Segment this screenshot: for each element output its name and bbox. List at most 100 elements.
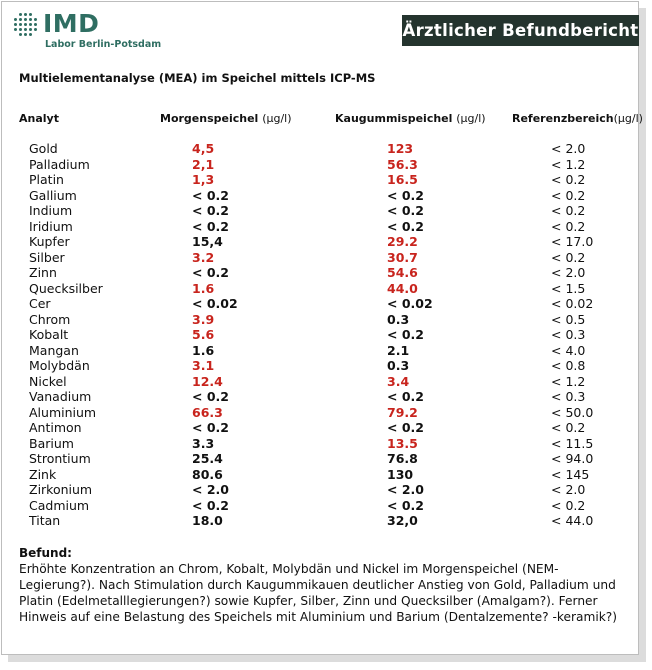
logo-subtitle: Labor Berlin-Potsdam: [45, 39, 162, 50]
cell-analyt: Barium: [29, 435, 74, 451]
cell-kaugummispeichel: < 0.2: [387, 218, 424, 234]
cell-analyt: Mangan: [29, 342, 79, 358]
cell-referenzbereich: < 50.0: [551, 404, 594, 420]
cell-analyt: Platin: [29, 172, 64, 187]
cell-referenzbereich: < 0.2: [551, 187, 586, 203]
cell-referenzbereich: < 94.0: [551, 451, 594, 466]
table-row: Silber 3.2 30.7 < 0.2: [2, 250, 642, 266]
logo-dot: [34, 18, 37, 21]
cell-kaugummispeichel: < 0.2: [387, 327, 424, 342]
column-header-ref-unit: (µg/l): [613, 112, 643, 125]
table-row: Mangan 1.6 2.1 < 4.0: [2, 343, 642, 359]
cell-kaugummispeichel: 2.1: [387, 342, 410, 358]
cell-morgenspeichel: < 0.2: [192, 497, 229, 513]
cell-morgenspeichel: 18.0: [192, 513, 223, 528]
cell-referenzbereich: < 0.02: [551, 296, 594, 311]
cell-referenzbereich: < 4.0: [551, 342, 586, 358]
cell-analyt: Nickel: [29, 373, 67, 389]
cell-morgenspeichel: 12.4: [192, 373, 223, 389]
cell-morgenspeichel: < 0.2: [192, 389, 229, 404]
cell-referenzbereich: < 0.2: [551, 218, 586, 234]
table-row: Quecksilber 1.6 44.0 < 1.5: [2, 281, 642, 297]
logo-dot: [24, 18, 27, 21]
cell-referenzbereich: < 11.5: [551, 435, 594, 451]
cell-morgenspeichel: < 0.2: [192, 420, 229, 435]
table-row: Zirkonium < 2.0 < 2.0 < 2.0: [2, 482, 642, 498]
logo-dot: [24, 33, 27, 36]
logo-dot: [24, 23, 27, 26]
page-shadow-bottom: [8, 655, 646, 662]
cell-referenzbereich: < 0.3: [551, 327, 586, 342]
cell-kaugummispeichel: 56.3: [387, 156, 418, 172]
cell-morgenspeichel: < 0.2: [192, 218, 229, 234]
cell-kaugummispeichel: 30.7: [387, 249, 418, 265]
cell-referenzbereich: < 0.2: [551, 172, 586, 187]
cell-morgenspeichel: 15,4: [192, 234, 223, 249]
cell-morgenspeichel: < 0.02: [192, 296, 238, 311]
cell-referenzbereich: < 0.5: [551, 311, 586, 327]
cell-analyt: Molybdän: [29, 358, 90, 373]
results-table: Gold 4,5 123 < 2.0 Palladium 2,1 56.3 < 1.2 Plat…: [2, 141, 642, 529]
cell-analyt: Strontium: [29, 451, 91, 466]
cell-morgenspeichel: < 0.2: [192, 187, 229, 203]
logo-dot: [19, 33, 22, 36]
cell-morgenspeichel: 2,1: [192, 156, 215, 172]
table-row: Iridium < 0.2 < 0.2 < 0.2: [2, 219, 642, 235]
logo-dot: [19, 13, 22, 16]
cell-referenzbereich: < 0.8: [551, 358, 586, 373]
column-header-referenzbereich: Referenzbereich(µg/l): [512, 112, 643, 125]
cell-morgenspeichel: 5.6: [192, 327, 215, 342]
cell-referenzbereich: < 0.3: [551, 389, 586, 404]
logo-dot: [19, 18, 22, 21]
cell-kaugummispeichel: 32,0: [387, 513, 418, 528]
cell-kaugummispeichel: 76.8: [387, 451, 418, 466]
cell-referenzbereich: < 0.2: [551, 497, 586, 513]
cell-kaugummispeichel: < 2.0: [387, 482, 424, 497]
logo-dot: [29, 13, 32, 16]
page-shadow-right: [639, 8, 646, 661]
column-header-kaugummi-unit: (µg/l): [456, 112, 486, 125]
cell-analyt: Cer: [29, 296, 51, 311]
cell-referenzbereich: < 0.2: [551, 203, 586, 218]
cell-kaugummispeichel: 3.4: [387, 373, 410, 389]
befund-text: Erhöhte Konzentration an Chrom, Kobalt, …: [19, 562, 618, 624]
cell-referenzbereich: < 0.2: [551, 420, 586, 435]
cell-analyt: Quecksilber: [29, 280, 103, 296]
table-row: Chrom 3.9 0.3 < 0.5: [2, 312, 642, 328]
cell-analyt: Cadmium: [29, 497, 90, 513]
cell-analyt: Aluminium: [29, 404, 97, 420]
cell-morgenspeichel: 1.6: [192, 280, 215, 296]
table-row: Zinn < 0.2 54.6 < 2.0: [2, 265, 642, 281]
table-row: Cadmium < 0.2 < 0.2 < 0.2: [2, 498, 642, 514]
logo-dot: [14, 18, 17, 21]
table-row: Aluminium 66.3 79.2 < 50.0: [2, 405, 642, 421]
table-row: Gold 4,5 123 < 2.0: [2, 141, 642, 157]
cell-referenzbereich: < 44.0: [551, 513, 594, 528]
cell-referenzbereich: < 1.2: [551, 156, 586, 172]
cell-referenzbereich: < 145: [551, 466, 590, 482]
logo-dot: [29, 28, 32, 31]
cell-analyt: Gallium: [29, 187, 77, 203]
logo-dot: [34, 28, 37, 31]
cell-analyt: Zirkonium: [29, 482, 93, 497]
column-header-kaugummi-label: Kaugummispeichel: [335, 112, 453, 125]
logo-dot: [14, 28, 17, 31]
cell-analyt: Chrom: [29, 311, 71, 327]
logo-dot-grid-icon: [14, 13, 38, 37]
column-header-morgenspeichel: Morgenspeichel (µg/l): [160, 112, 292, 125]
table-row: Palladium 2,1 56.3 < 1.2: [2, 157, 642, 173]
cell-kaugummispeichel: < 0.02: [387, 296, 433, 311]
cell-morgenspeichel: < 0.2: [192, 203, 229, 218]
cell-referenzbereich: < 2.0: [551, 141, 586, 156]
cell-morgenspeichel: 4,5: [192, 141, 215, 156]
table-row: Cer < 0.02 < 0.02 < 0.02: [2, 296, 642, 312]
logo-wordmark: IMD: [43, 9, 100, 38]
cell-analyt: Kobalt: [29, 327, 69, 342]
cell-kaugummispeichel: < 0.2: [387, 389, 424, 404]
column-header-ref-label: Referenzbereich: [512, 112, 614, 125]
column-header-analyt-label: Analyt: [19, 112, 59, 125]
table-row: Titan 18.0 32,0 < 44.0: [2, 513, 642, 529]
table-row: Vanadium < 0.2 < 0.2 < 0.3: [2, 389, 642, 405]
table-row: Gallium < 0.2 < 0.2 < 0.2: [2, 188, 642, 204]
cell-kaugummispeichel: 44.0: [387, 280, 418, 296]
